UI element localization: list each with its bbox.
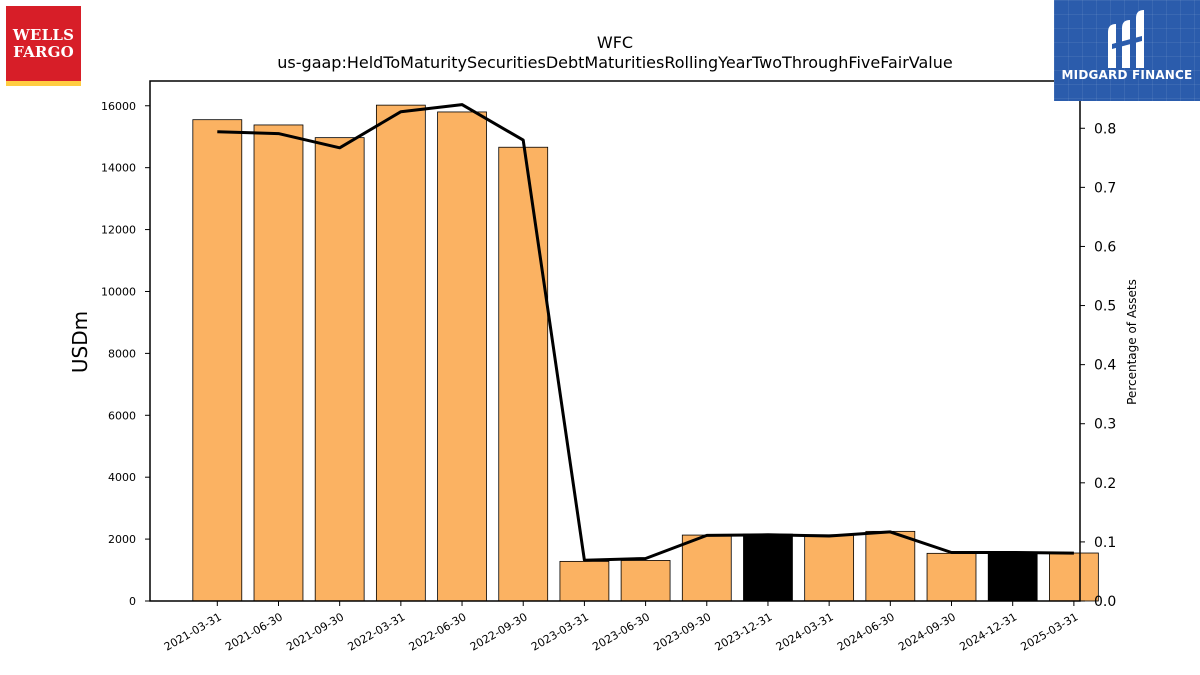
line-series: [217, 103, 1074, 562]
y-tick-label: 10000: [101, 285, 136, 298]
y-tick-label: 2000: [108, 533, 136, 546]
y2-tick-label: 0.5: [1094, 299, 1116, 315]
midgard-mark-icon: [1108, 10, 1144, 68]
y2-tick-label: 0.1: [1094, 535, 1116, 551]
x-tick-label: 2023-03-31: [529, 610, 591, 653]
midgard-finance-name: MIDGARD FINANCE: [1061, 68, 1193, 82]
chart-title: WFC: [597, 33, 633, 52]
percentage-line: [217, 103, 1074, 562]
bar: [743, 533, 793, 602]
x-tick-label: 2022-03-31: [345, 610, 407, 653]
bar: [865, 530, 916, 602]
logo-line-1: WELLS: [12, 25, 75, 44]
y-tick-label: 6000: [108, 409, 136, 422]
x-tick-label: 2021-09-30: [284, 610, 346, 653]
y2-tick-label: 0.4: [1094, 358, 1116, 374]
x-tick-label: 2023-09-30: [651, 610, 713, 653]
bar: [437, 111, 487, 602]
x-tick-label: 2021-06-30: [223, 610, 285, 653]
bar: [314, 137, 365, 602]
bar: [375, 104, 426, 602]
x-tick-label: 2025-03-31: [1019, 610, 1081, 653]
y2-tick-label: 0.0: [1094, 594, 1116, 610]
y-tick-label: 0: [129, 595, 136, 608]
bar: [987, 552, 1038, 602]
midgard-finance-logo: MIDGARD FINANCE: [1054, 0, 1200, 101]
x-tick-label: 2023-06-30: [590, 610, 652, 653]
x-tick-label: 2024-03-31: [774, 610, 836, 653]
y-axis-label: USDm: [68, 311, 92, 373]
logo-stripe: [6, 81, 81, 86]
y-tick-label: 4000: [108, 471, 136, 484]
bar: [620, 560, 671, 602]
bar: [192, 119, 243, 602]
x-tick-label: 2024-12-31: [957, 610, 1019, 653]
bar: [681, 534, 732, 602]
bar: [804, 534, 855, 602]
x-tick-label: 2024-09-30: [896, 610, 958, 653]
bar: [926, 552, 977, 602]
y-tick-label: 14000: [101, 162, 136, 175]
x-tick-label: 2022-09-30: [468, 610, 530, 653]
y2-tick-label: 0.8: [1094, 121, 1116, 137]
bar: [253, 124, 304, 602]
bar-series: [192, 104, 1099, 602]
y2-axis-label: Percentage of Assets: [1125, 279, 1139, 405]
plot-frame: [149, 80, 1081, 602]
y-tick-label: 12000: [101, 224, 136, 237]
bar: [559, 560, 610, 602]
y-tick-label: 16000: [101, 100, 136, 113]
bar: [498, 146, 549, 602]
y2-tick-label: 0.2: [1094, 476, 1116, 492]
bar: [1049, 552, 1099, 602]
wells-fargo-logo: WELLS FARGO: [6, 6, 81, 86]
y2-tick-label: 0.3: [1094, 417, 1116, 433]
x-tick-label: 2022-06-30: [407, 610, 469, 653]
logo-line-2: FARGO: [13, 42, 74, 61]
y2-tick-label: 0.7: [1094, 180, 1116, 196]
chart-subtitle: us-gaap:HeldToMaturitySecuritiesDebtMatu…: [277, 53, 952, 72]
y2-tick-label: 0.6: [1094, 239, 1116, 255]
y-tick-label: 8000: [108, 347, 136, 360]
x-tick-label: 2021-03-31: [162, 610, 224, 653]
x-tick-label: 2023-12-31: [713, 610, 775, 653]
x-tick-label: 2024-06-30: [835, 610, 897, 653]
